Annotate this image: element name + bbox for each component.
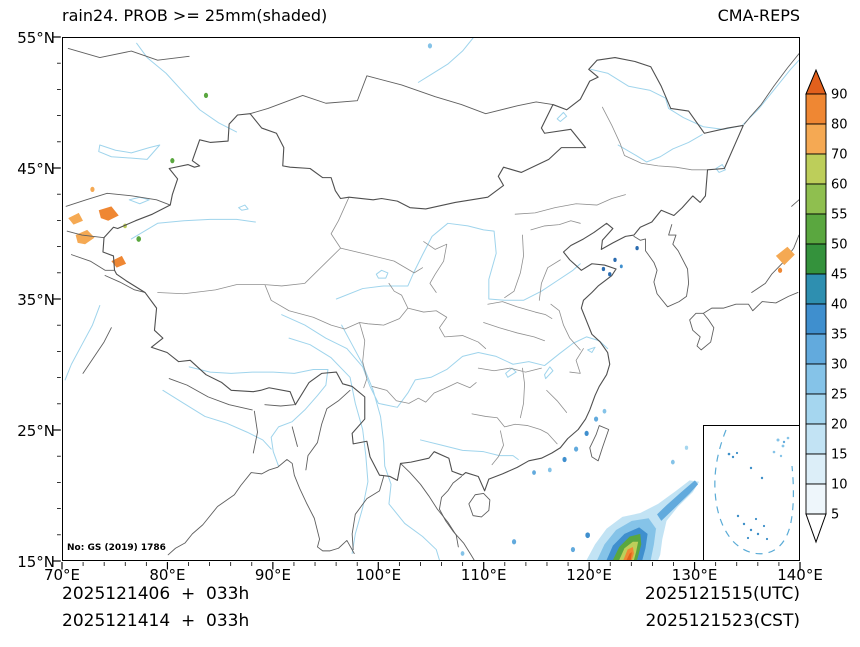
- colorbar-segment: [805, 423, 827, 455]
- rivers-lakes-layer: [65, 38, 799, 560]
- map-canvas: [63, 38, 799, 560]
- colorbar-segment: [805, 453, 827, 485]
- colorbar-label: 80: [831, 118, 848, 133]
- precip-shading-east: [460, 246, 795, 556]
- south-china-sea-inset: [703, 425, 799, 560]
- x-tick-label: 100°E: [355, 566, 402, 584]
- colorbar-label: 35: [831, 328, 848, 343]
- inset-precip-specks: [772, 436, 790, 458]
- colorbar-segment: [805, 213, 827, 245]
- precip-shading-west: [68, 43, 433, 268]
- colorbar-segment: [805, 393, 827, 425]
- inset-canvas: [714, 429, 794, 555]
- valid-time-utc: 2025121515(UTC): [644, 584, 800, 604]
- colorbar-segment: [805, 243, 827, 275]
- colorbar: 90 80 70 60 55 50 45 40 35 30 25 20 15 1…: [805, 68, 848, 544]
- page-title: rain24. PROB >= 25mm(shaded): [62, 6, 328, 25]
- colorbar-label: 70: [831, 148, 848, 163]
- colorbar-label: 60: [831, 178, 848, 193]
- china-border: [103, 58, 743, 491]
- colorbar-segment: [805, 303, 827, 335]
- valid-time-cst: 2025121523(CST): [645, 611, 800, 631]
- colorbar-label: 10: [831, 478, 848, 493]
- colorbar-segment: [805, 333, 827, 365]
- country-borders-layer: [66, 48, 553, 549]
- colorbar-segment: [805, 363, 827, 395]
- x-tick-label: 110°E: [460, 566, 507, 584]
- colorbar-segment: [805, 153, 827, 185]
- init-time-cst: 2025121414 + 033h: [62, 611, 250, 631]
- colorbar-segment: [805, 123, 827, 155]
- nine-dash-line: [714, 429, 794, 555]
- colorbar-label: 45: [831, 268, 848, 283]
- colorbar-segment: [805, 273, 827, 305]
- typhoon-precip-blob: [586, 480, 700, 560]
- coastlines-layer: [168, 54, 799, 560]
- colorbar-arrow-bottom: [805, 513, 827, 544]
- colorbar-label: 90: [831, 88, 848, 103]
- model-name-label: CMA-REPS: [717, 6, 800, 25]
- y-tick-label: 55°N: [17, 29, 55, 47]
- colorbar-arrow-top: [805, 68, 827, 95]
- x-tick-label: 80°E: [149, 566, 186, 584]
- colorbar-label: 25: [831, 388, 848, 403]
- colorbar-segment: [805, 93, 827, 125]
- x-tick-label: 90°E: [254, 566, 291, 584]
- colorbar-label: 55: [831, 208, 848, 223]
- x-tick-label: 120°E: [566, 566, 612, 584]
- colorbar-label: 50: [831, 238, 848, 253]
- init-time-utc: 2025121406 + 033h: [62, 584, 250, 604]
- province-borders-layer: [158, 107, 708, 465]
- inset-islands: [727, 451, 769, 541]
- colorbar-label: 15: [831, 448, 848, 463]
- y-tick-label: 15°N: [17, 553, 55, 571]
- x-tick-label: 140°E: [777, 566, 823, 584]
- map-frame: No: GS (2019) 1786: [62, 37, 800, 561]
- colorbar-label: 20: [831, 418, 848, 433]
- map-license-badge: No: GS (2019) 1786: [67, 543, 166, 553]
- colorbar-label: 5: [831, 508, 839, 523]
- y-tick-label: 25°N: [17, 422, 55, 440]
- colorbar-segment: [805, 183, 827, 215]
- y-tick-label: 35°N: [17, 291, 55, 309]
- x-tick-label: 70°E: [43, 566, 81, 584]
- x-tick-label: 130°E: [671, 566, 718, 584]
- colorbar-segment: [805, 483, 827, 515]
- y-tick-label: 45°N: [17, 160, 55, 178]
- colorbar-label: 40: [831, 298, 848, 313]
- colorbar-label: 30: [831, 358, 848, 373]
